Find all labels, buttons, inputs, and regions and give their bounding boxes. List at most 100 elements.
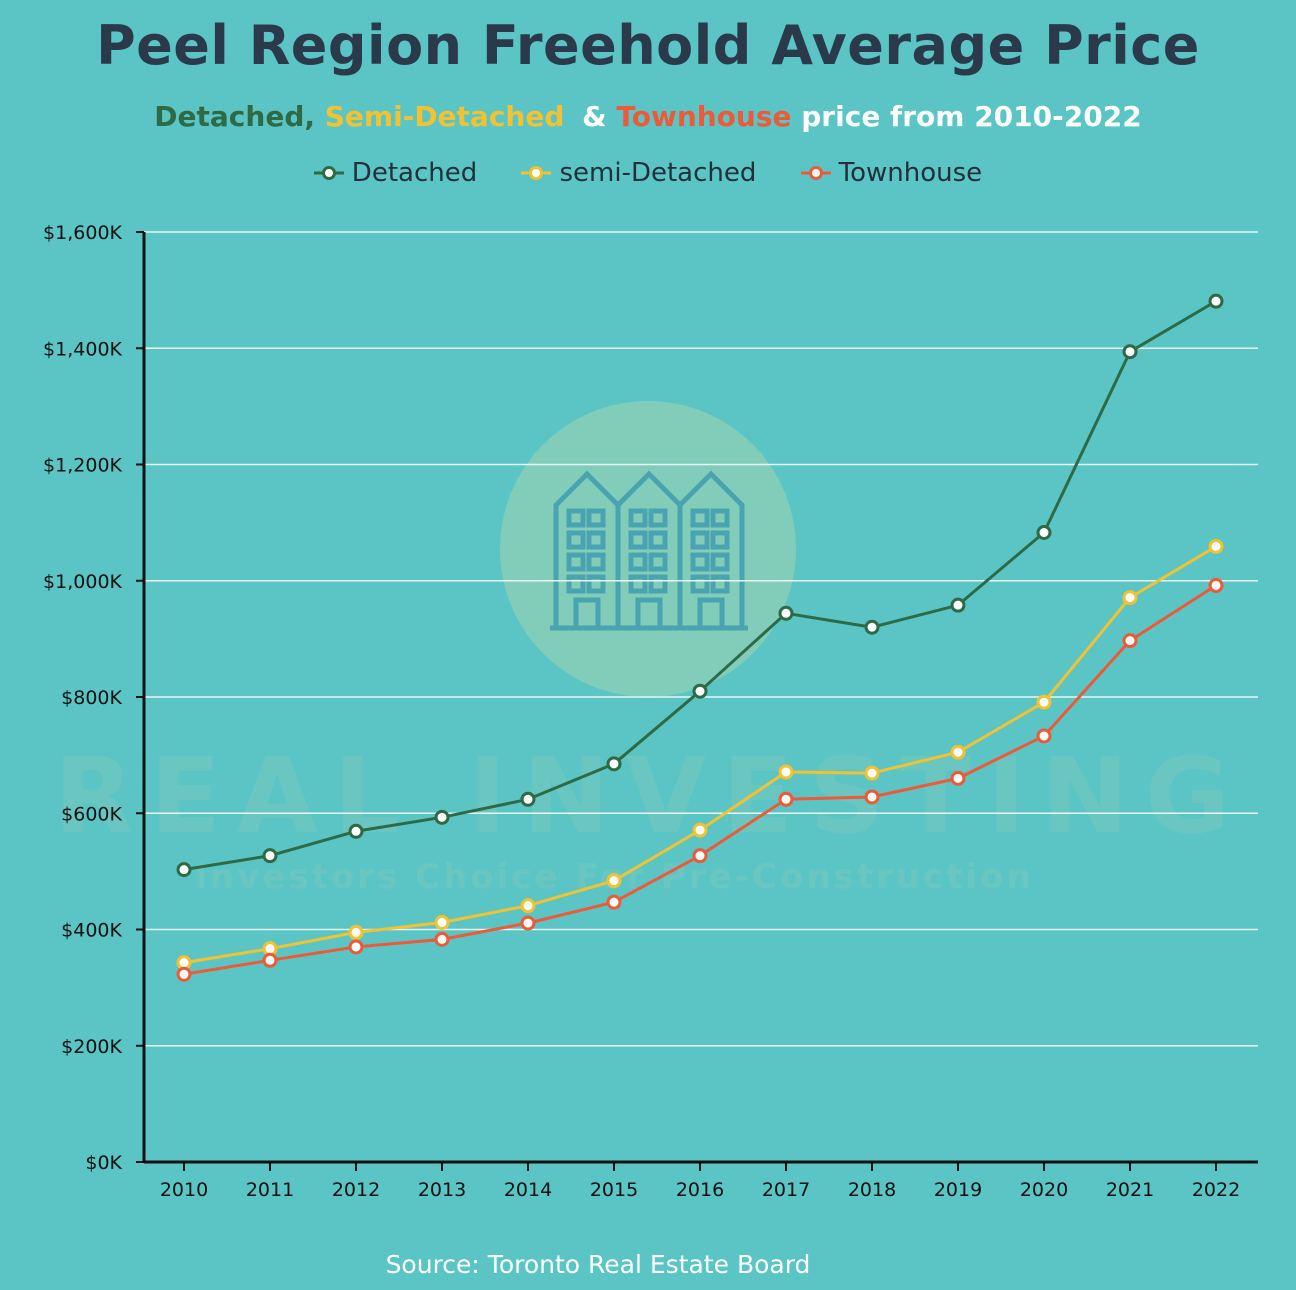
building-window [648,508,668,528]
building-window [586,574,606,594]
subtitle-townhouse: Townhouse [616,100,792,133]
building-window [586,508,606,528]
data-point-semi [434,915,450,931]
building-window [628,552,648,572]
data-point-townhouse [1208,577,1224,593]
data-point-semi [1036,694,1052,710]
legend-item-townhouse: Townhouse [800,158,983,188]
data-point-semi [606,873,622,889]
data-point-detached [950,597,966,613]
x-tick-label: 2013 [418,1179,466,1201]
watermark-text: REAL INVESTING [54,735,1246,857]
data-point-townhouse [778,791,794,807]
x-tick-label: 2020 [1020,1179,1068,1201]
x-tick-label: 2012 [332,1179,380,1201]
chart-title: Peel Region Freehold Average Price [96,14,1200,77]
data-point-detached [434,809,450,825]
y-tick-label: $1,000K [43,571,122,593]
building-window [566,508,586,528]
x-tick-label: 2022 [1192,1179,1240,1201]
y-tick-label: $400K [61,920,122,942]
building-window [628,574,648,594]
data-point-townhouse [1036,728,1052,744]
legend-label-detached: Detached [351,158,478,188]
y-tick-label: $1,400K [43,338,122,360]
data-point-detached [1122,344,1138,360]
data-point-detached [606,756,622,772]
data-point-detached [864,619,880,635]
building-window [710,508,730,528]
y-tick-label: $1,200K [43,455,122,477]
chart-subtitle: Detached, Semi-Detached & Townhouse pric… [0,100,1296,133]
legend-marker-detached [313,166,344,180]
data-point-detached [348,823,364,839]
legend-marker-townhouse [800,166,831,180]
building-window [690,574,710,594]
building-window [566,530,586,550]
building-window [628,530,648,550]
data-point-townhouse [262,952,278,968]
x-tick-label: 2019 [934,1179,982,1201]
building-window [710,552,730,572]
legend-item-semi: semi-Detached [521,158,756,188]
data-point-detached [176,862,192,878]
data-point-semi [692,822,708,838]
data-point-detached [1036,525,1052,541]
data-point-detached [520,791,536,807]
legend-marker-semi [521,166,552,180]
y-tick-label: $200K [61,1036,122,1058]
data-point-detached [262,848,278,864]
x-tick-label: 2021 [1106,1179,1154,1201]
y-tick-label: $0K [85,1152,122,1174]
x-tick-label: 2018 [848,1179,896,1201]
chart-legend: Detached semi-Detached Townhouse [0,158,1296,188]
data-point-detached [692,683,708,699]
data-point-semi [864,765,880,781]
subtitle-rest: price from 2010-2022 [801,100,1142,133]
data-point-townhouse [1122,633,1138,649]
data-point-townhouse [864,789,880,805]
data-point-townhouse [434,931,450,947]
data-point-semi [1122,590,1138,606]
data-point-townhouse [950,770,966,786]
building-window [586,552,606,572]
townhouse-building-icon [550,470,748,631]
x-tick-label: 2014 [504,1179,552,1201]
watermark-circle [500,401,796,697]
building-window [566,552,586,572]
building-window [566,574,586,594]
legend-label-townhouse: Townhouse [838,158,983,188]
x-tick-label: 2011 [246,1179,294,1201]
data-point-semi [520,898,536,914]
data-point-semi [1208,538,1224,554]
data-point-semi [778,764,794,780]
building-window [690,552,710,572]
data-point-semi [348,924,364,940]
data-point-detached [1208,293,1224,309]
x-tick-label: 2010 [160,1179,208,1201]
data-point-townhouse [176,966,192,982]
y-tick-label: $1,600K [43,222,122,244]
x-tick-label: 2016 [676,1179,724,1201]
building-window [690,530,710,550]
subtitle-amp: & [582,100,607,133]
y-tick-label: $800K [61,687,122,709]
data-point-townhouse [520,915,536,931]
building-window [628,508,648,528]
legend-item-detached: Detached [313,158,478,188]
subtitle-semi: Semi-Detached [324,100,565,133]
building-window [710,530,730,550]
building-window [586,530,606,550]
legend-label-semi: semi-Detached [559,158,757,188]
subtitle-detached: Detached, [154,100,316,133]
building-window [710,574,730,594]
data-point-semi [950,744,966,760]
data-point-detached [778,605,794,621]
x-tick-label: 2015 [590,1179,638,1201]
x-tick-label: 2017 [762,1179,810,1201]
building-window [648,530,668,550]
data-point-townhouse [606,894,622,910]
building-window [648,574,668,594]
data-point-townhouse [348,939,364,955]
